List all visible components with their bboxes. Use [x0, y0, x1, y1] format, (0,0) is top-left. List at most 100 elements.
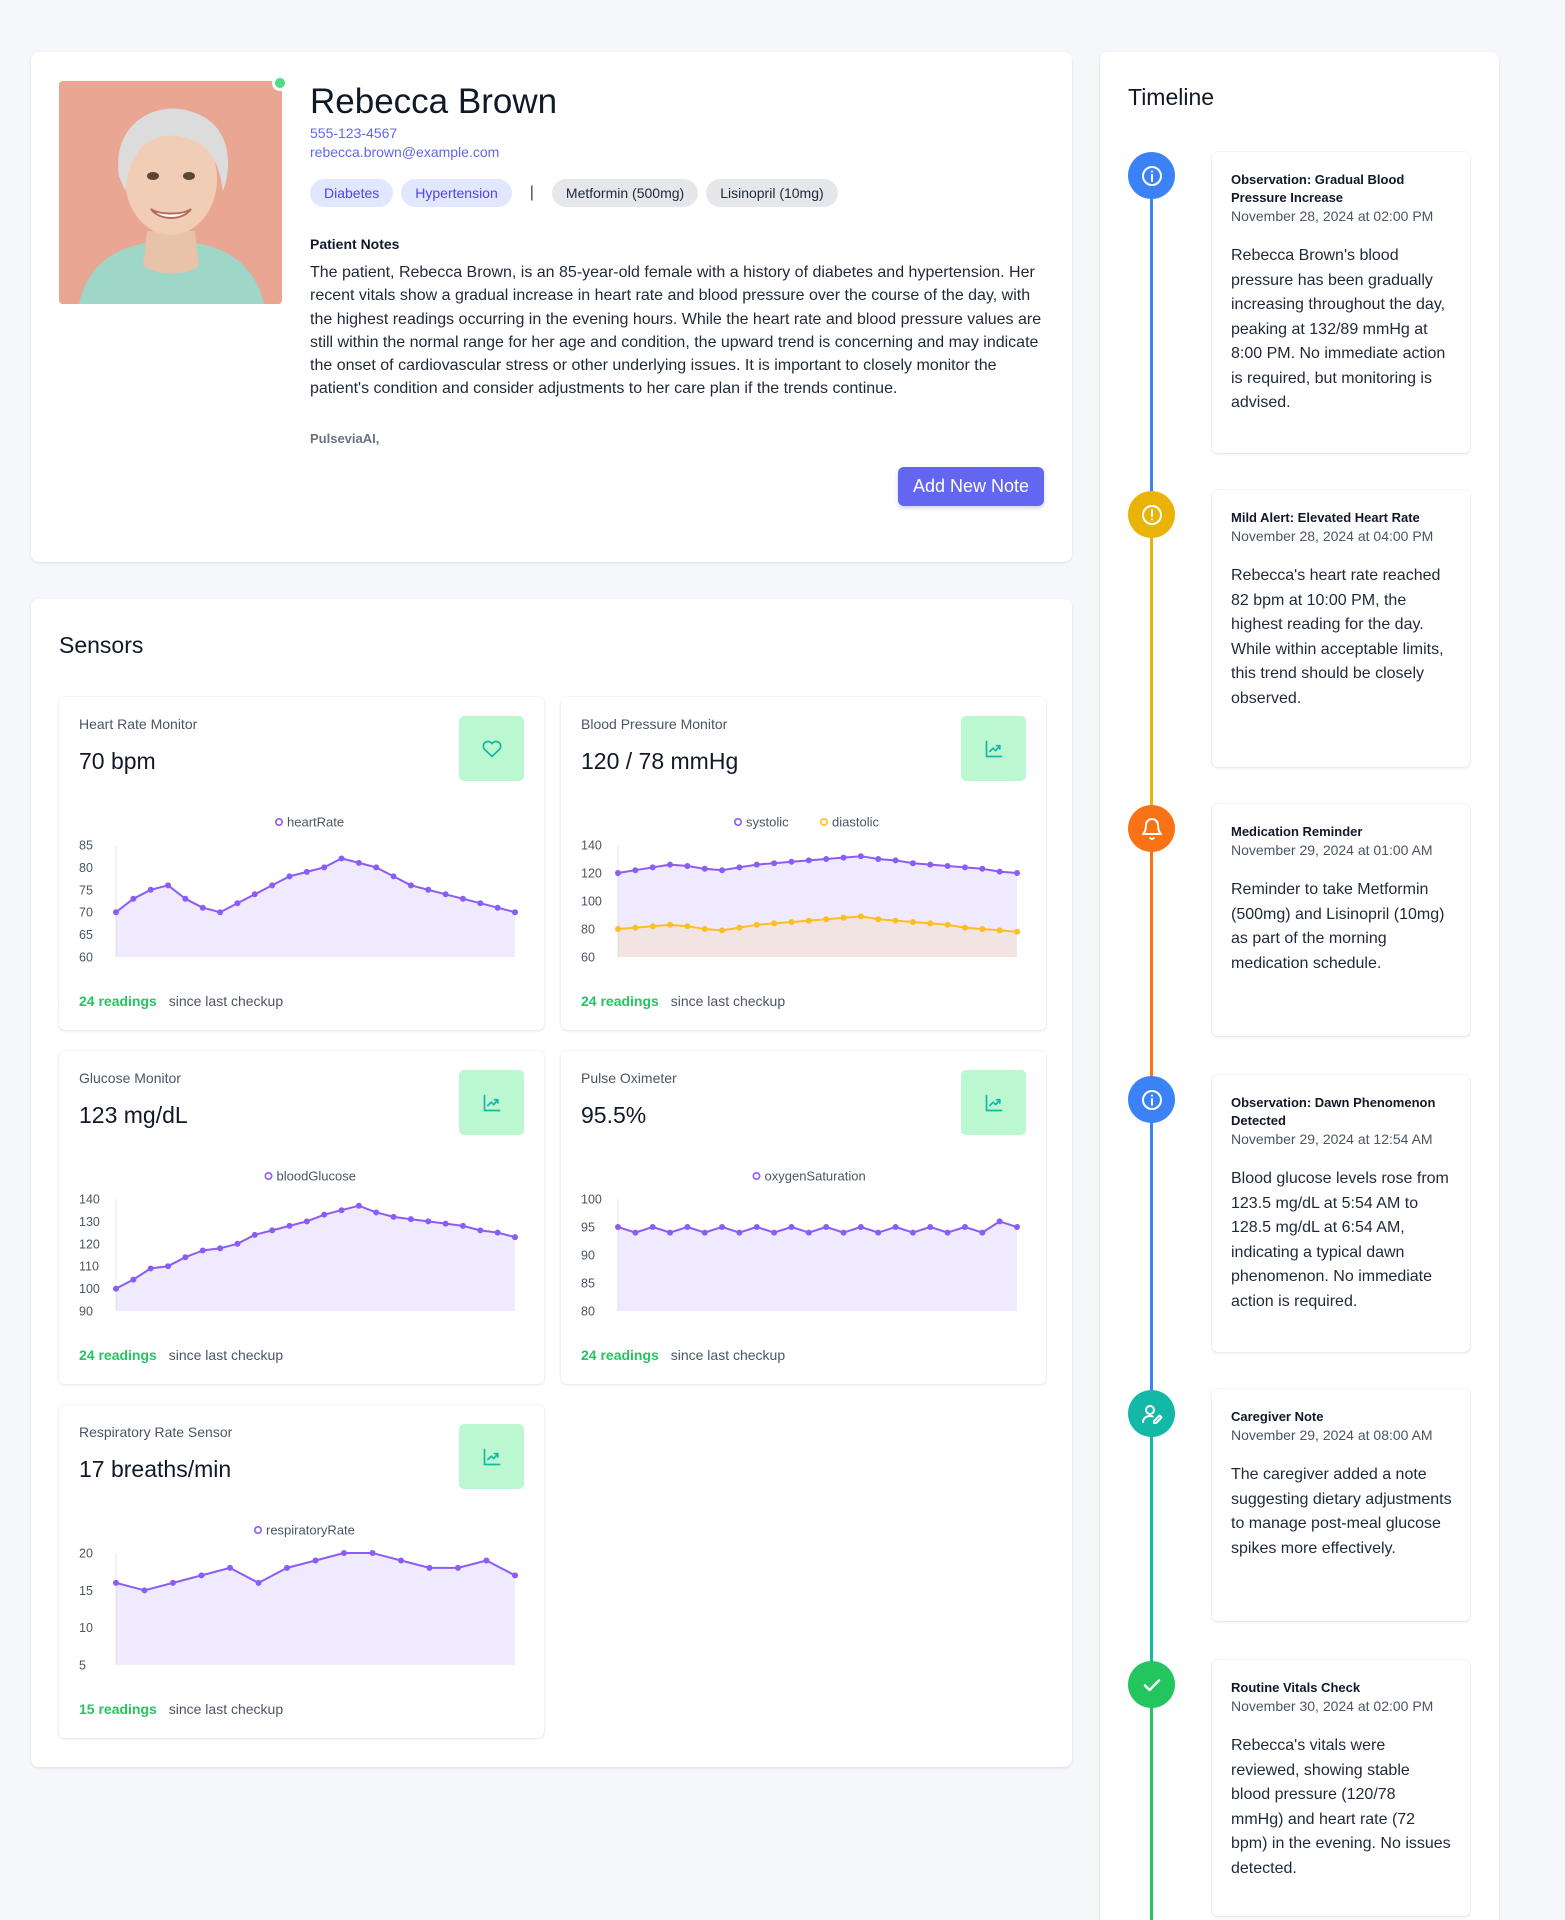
data-point-bloodGlucose [407, 1216, 414, 1223]
patient-email[interactable]: rebecca.brown@example.com [310, 144, 500, 160]
timeline-connector [1150, 538, 1153, 852]
data-point-heartRate [512, 909, 518, 916]
data-point-heartRate [113, 909, 119, 916]
data-point-bloodGlucose [269, 1227, 276, 1234]
data-point-diastolic [875, 916, 882, 923]
data-point-heartRate [338, 855, 345, 862]
data-point-heartRate [390, 873, 397, 880]
readings-count: 15 readings [79, 1701, 157, 1717]
data-point-respiratoryRate [113, 1579, 119, 1586]
legend-label: oxygenSaturation [765, 1169, 866, 1184]
patient-notes-text: The patient, Rebecca Brown, is an 85-yea… [310, 264, 1042, 398]
data-point-diastolic [805, 917, 812, 924]
data-point-respiratoryRate [512, 1572, 518, 1579]
data-point-diastolic [979, 926, 986, 932]
patient-photo [59, 81, 282, 304]
legend-marker [254, 1526, 263, 1535]
condition-tag-hypertension: Hypertension [401, 179, 512, 207]
timeline-event[interactable]: Mild Alert: Elevated Heart Rate November… [1212, 490, 1470, 767]
chart-icon [961, 716, 1026, 781]
data-point-diastolic [944, 921, 951, 928]
legend-marker [819, 818, 828, 827]
data-point-oxygenSaturation [927, 1224, 934, 1230]
since-label: since last checkup [168, 993, 284, 1009]
user-pen-icon [1128, 1390, 1175, 1437]
timeline-connector [1150, 199, 1153, 538]
data-point-heartRate [407, 882, 414, 889]
patient-name: Rebecca Brown [310, 82, 558, 121]
data-point-systolic [684, 863, 691, 869]
y-tick-label: 10 [79, 1621, 93, 1635]
data-point-systolic [944, 863, 951, 869]
sensor-card-glucose[interactable]: Glucose Monitor 123 mg/dL bloodGlucose 90… [59, 1051, 544, 1384]
event-body: Blood glucose levels rose from 123.5 mg/… [1231, 1170, 1449, 1310]
data-point-respiratoryRate [255, 1579, 262, 1586]
data-point-systolic [840, 854, 847, 861]
sensor-card-heart-rate[interactable]: Heart Rate Monitor 70 bpm heartRate 60 65 7… [59, 697, 544, 1030]
data-point-systolic [961, 864, 968, 871]
data-point-oxygenSaturation [909, 1229, 916, 1236]
data-point-heartRate [217, 909, 224, 916]
legend-label: systolic [746, 815, 789, 830]
y-tick-label: 80 [581, 1305, 595, 1319]
tag-separator: | [529, 184, 534, 201]
data-point-bloodGlucose [165, 1263, 172, 1270]
event-title: Medication Reminder [1231, 824, 1363, 839]
check-icon [1128, 1661, 1175, 1708]
data-point-diastolic [909, 919, 916, 925]
y-tick-label: 140 [581, 839, 602, 853]
data-point-systolic [649, 864, 656, 871]
data-point-systolic [875, 856, 882, 862]
info-icon [1128, 1076, 1175, 1123]
sensor-card-pulse-oximeter[interactable]: Pulse Oximeter 95.5% oxygenSaturation 80 8… [561, 1051, 1046, 1384]
data-point-diastolic [788, 919, 795, 925]
pulse-oximeter-chart: oxygenSaturation 80 85 90 95 100 [581, 1169, 1020, 1319]
sensor-label: Respiratory Rate Sensor [79, 1424, 233, 1440]
data-point-bloodGlucose [199, 1247, 206, 1254]
data-point-systolic [719, 867, 726, 874]
data-point-oxygenSaturation [840, 1229, 847, 1236]
sensor-footer: 15 readings since last checkup [79, 1701, 283, 1717]
heart-icon [459, 716, 524, 781]
data-point-diastolic [771, 920, 778, 927]
sensor-value: 95.5% [581, 1102, 647, 1128]
timeline-event[interactable]: Medication Reminder November 29, 2024 at… [1212, 804, 1470, 1036]
medication-tag-lisinopril: Lisinopril (10mg) [706, 179, 838, 207]
series-area-oxygenSaturation [618, 1221, 1017, 1311]
y-tick-label: 70 [79, 906, 93, 920]
patient-phone[interactable]: 555-123-4567 [310, 125, 398, 141]
y-tick-label: 15 [79, 1584, 93, 1598]
data-point-oxygenSaturation [649, 1224, 656, 1230]
alert-icon [1128, 491, 1175, 538]
sensor-value: 17 breaths/min [79, 1456, 232, 1482]
data-point-systolic [1014, 870, 1020, 876]
add-new-note-button[interactable]: Add New Note [897, 467, 1044, 506]
data-point-respiratoryRate [455, 1564, 461, 1571]
data-point-respiratoryRate [170, 1579, 176, 1586]
event-date: November 29, 2024 at 08:00 AM [1231, 1427, 1433, 1443]
sensor-footer: 24 readings since last checkup [581, 1347, 785, 1363]
data-point-diastolic [684, 923, 691, 930]
data-point-bloodGlucose [425, 1218, 432, 1225]
timeline-event[interactable]: Observation: Dawn Phenomenon Detected No… [1212, 1075, 1470, 1352]
event-date: November 28, 2024 at 02:00 PM [1231, 208, 1434, 224]
data-point-diastolic [823, 916, 830, 923]
data-point-oxygenSaturation [996, 1218, 1003, 1225]
sensor-card-blood-pressure[interactable]: Blood Pressure Monitor 120 / 78 mmHg sys… [561, 697, 1046, 1030]
timeline-event[interactable]: Routine Vitals Check November 30, 2024 a… [1212, 1660, 1470, 1916]
data-point-oxygenSaturation [961, 1224, 968, 1230]
sensors-title: Sensors [59, 632, 144, 658]
readings-count: 24 readings [581, 1347, 659, 1363]
y-tick-label: 85 [79, 839, 93, 853]
data-point-systolic [805, 857, 812, 864]
data-point-oxygenSaturation [701, 1229, 708, 1236]
data-point-respiratoryRate [483, 1557, 490, 1564]
timeline-event[interactable]: Observation: Gradual Blood Pressure Incr… [1212, 152, 1470, 453]
data-point-diastolic [961, 924, 968, 931]
data-point-oxygenSaturation [979, 1229, 986, 1236]
data-point-diastolic [701, 926, 708, 932]
sensor-card-respiratory-rate[interactable]: Respiratory Rate Sensor 17 breaths/min r… [59, 1405, 544, 1738]
timeline-event[interactable]: Caregiver Note November 29, 2024 at 08:0… [1212, 1389, 1470, 1621]
chart-icon [961, 1070, 1026, 1135]
condition-tag-diabetes: Diabetes [310, 179, 394, 207]
